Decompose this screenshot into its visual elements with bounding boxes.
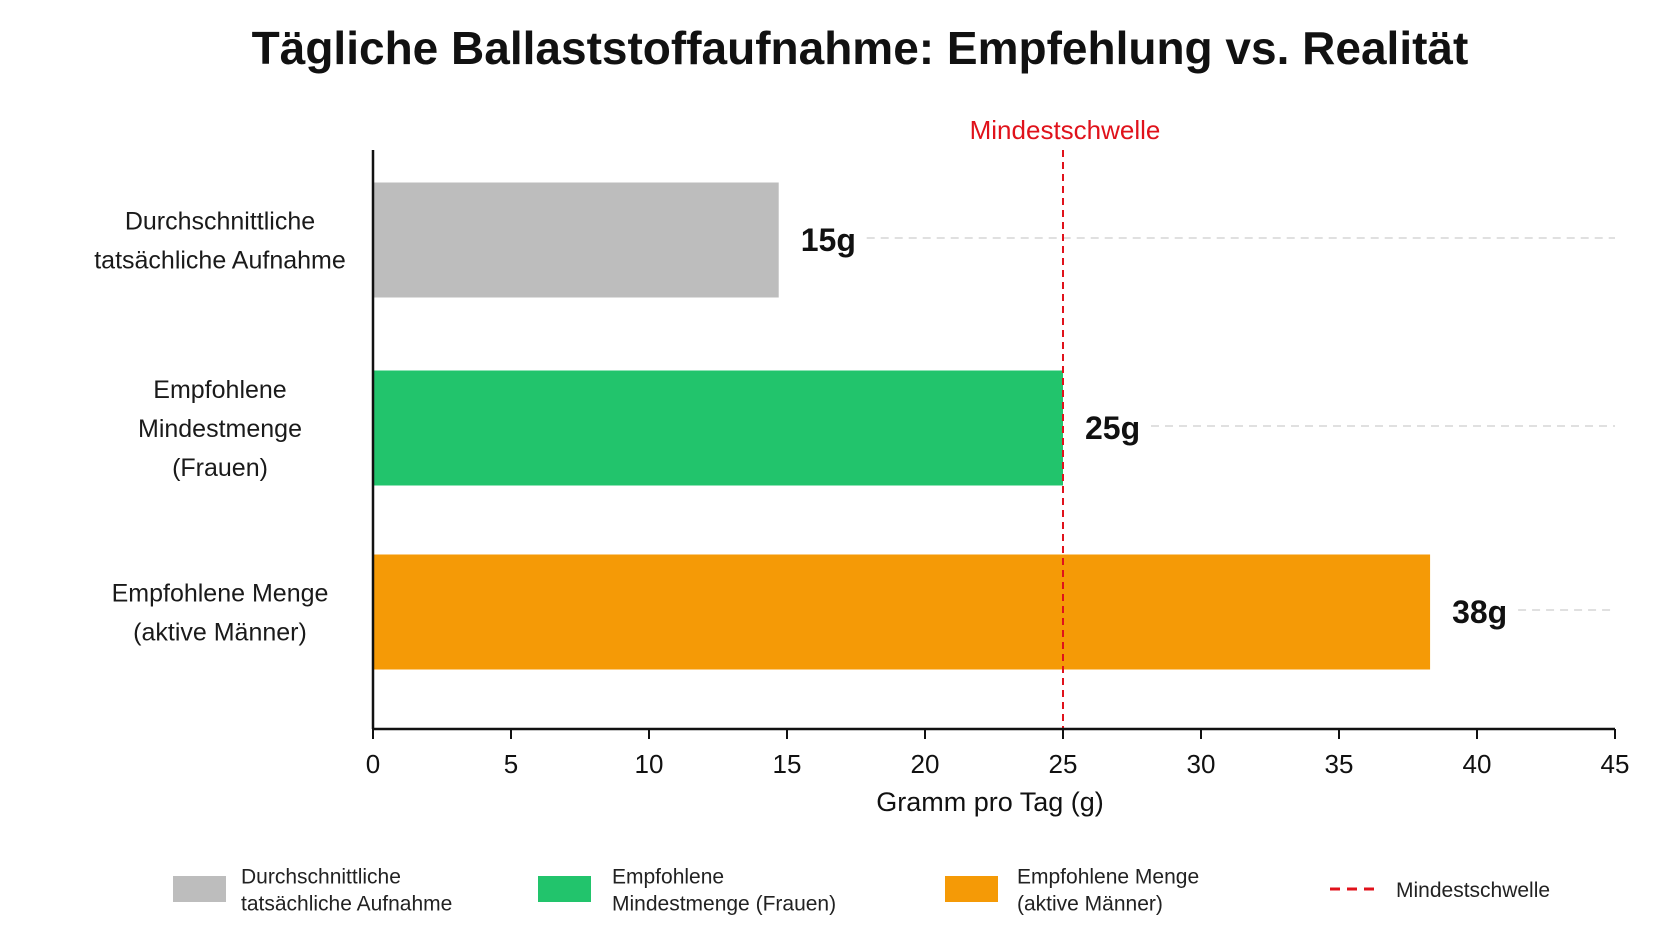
value-labels: 15g 25g 38g — [801, 222, 1508, 630]
value-label-1: 15g — [801, 222, 856, 258]
guide-lines — [866, 237, 1615, 611]
threshold-marker: Mindestschwelle — [970, 115, 1161, 729]
legend-label-4: Mindestschwelle — [1396, 879, 1550, 902]
x-tick-label: 20 — [911, 749, 940, 779]
bar-2 — [373, 370, 1063, 486]
category-label-3: (aktive Männer) — [133, 619, 307, 647]
value-label-3: 38g — [1452, 594, 1507, 630]
legend-label-2: Mindestmenge (Frauen) — [612, 893, 836, 916]
legend-swatch-2 — [538, 876, 591, 902]
legend-swatch-1 — [173, 876, 226, 902]
legend-label-1: tatsächliche Aufnahme — [241, 893, 452, 916]
chart-title: Tägliche Ballaststoffaufnahme: Empfehlun… — [252, 22, 1469, 74]
legend-swatch-3 — [945, 876, 998, 902]
bar-3 — [373, 554, 1431, 670]
legend-label-3: (aktive Männer) — [1017, 893, 1163, 916]
x-tick-label: 45 — [1601, 749, 1630, 779]
category-label-1: Durchschnittliche — [125, 208, 315, 236]
x-tick-label: 0 — [366, 749, 380, 779]
legend-label-1: Durchschnittliche — [241, 866, 401, 889]
x-tick-label: 5 — [504, 749, 518, 779]
category-label-3: Empfohlene Menge — [112, 580, 329, 608]
category-label-1: tatsächliche Aufnahme — [94, 247, 346, 275]
x-tick-label: 25 — [1049, 749, 1078, 779]
x-tick-label: 10 — [635, 749, 664, 779]
x-tick-label: 35 — [1325, 749, 1354, 779]
value-label-2: 25g — [1085, 410, 1140, 446]
axes: 0 5 10 15 20 25 30 35 40 45 — [366, 150, 1630, 779]
x-tick-label: 15 — [773, 749, 802, 779]
category-labels: Durchschnittliche tatsächliche Aufnahme Em… — [94, 208, 346, 647]
legend-label-3: Empfohlene Menge — [1017, 866, 1199, 889]
x-axis-title: Gramm pro Tag (g) — [876, 787, 1104, 817]
category-label-2: Empfohlene — [153, 376, 286, 404]
legend: Durchschnittliche tatsächliche Aufnahme Em… — [173, 866, 1550, 916]
x-tick-label: 40 — [1463, 749, 1492, 779]
bars — [373, 182, 1431, 670]
x-tick-label: 30 — [1187, 749, 1216, 779]
bar-1 — [373, 182, 779, 298]
legend-label-2: Empfohlene — [612, 866, 724, 889]
category-label-2: Mindestmenge — [138, 415, 302, 443]
threshold-label: Mindestschwelle — [970, 115, 1161, 145]
category-label-2: (Frauen) — [172, 454, 268, 482]
